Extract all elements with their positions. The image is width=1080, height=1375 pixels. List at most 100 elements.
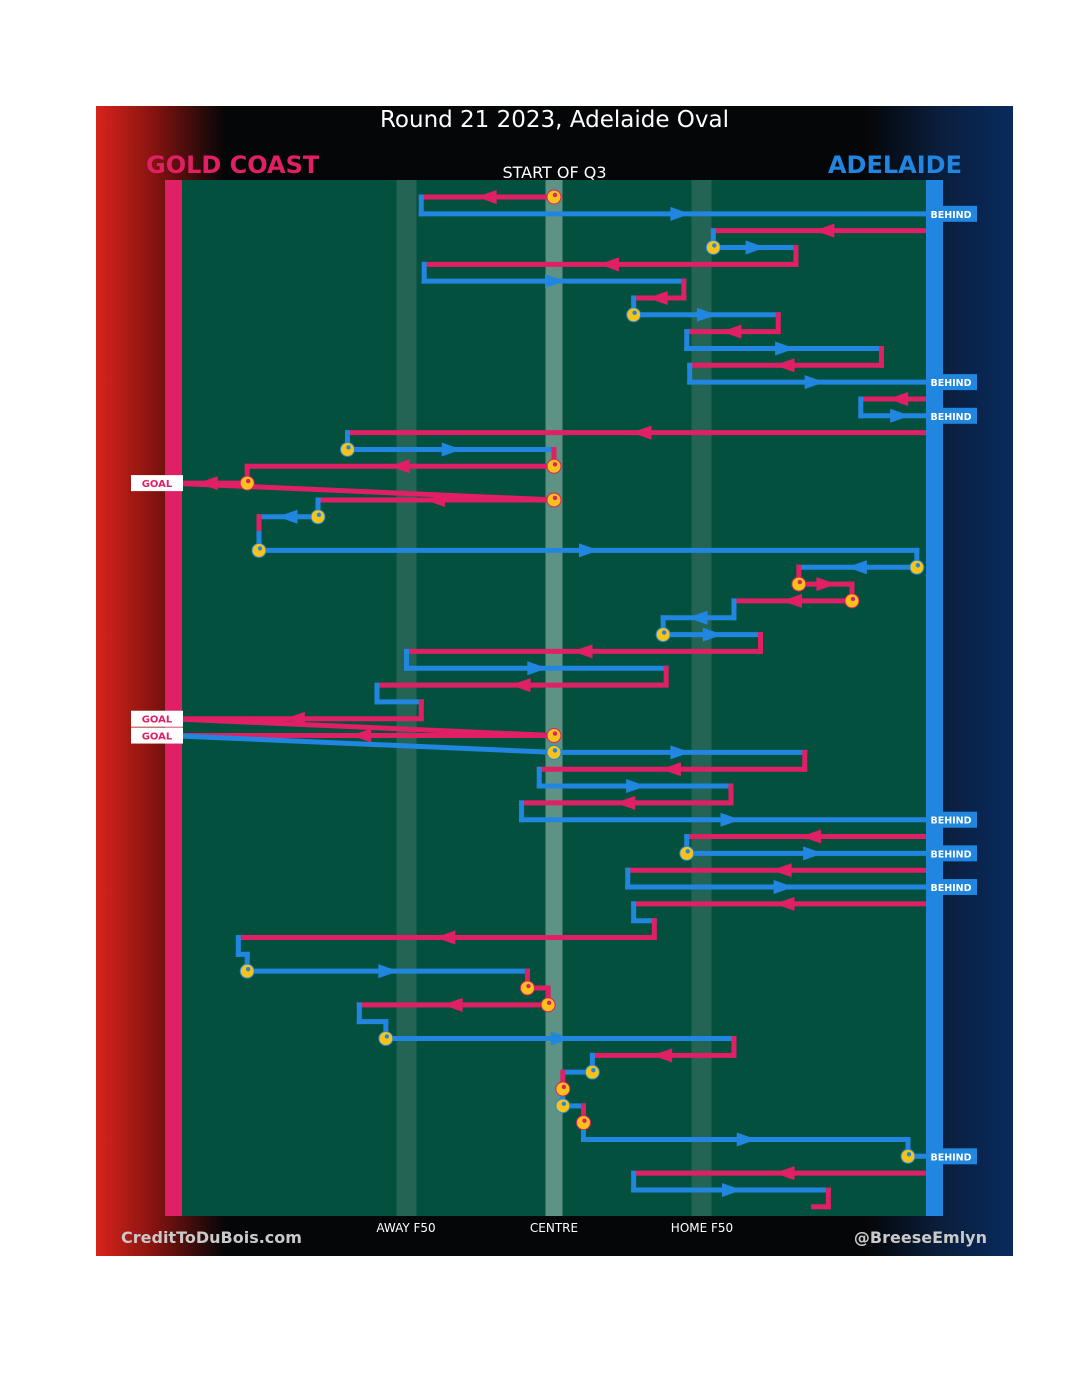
stoppage-marker xyxy=(900,1148,916,1164)
stoppage-marker xyxy=(844,593,860,609)
stoppage-marker xyxy=(239,963,255,979)
direction-arrow xyxy=(652,1048,673,1063)
direction-arrow xyxy=(670,206,691,221)
adelaide-goal-line xyxy=(926,180,943,1216)
direction-arrow xyxy=(722,1182,742,1197)
stoppage-marker xyxy=(909,559,925,575)
stoppage-marker-dot xyxy=(526,983,531,989)
direction-arrow xyxy=(661,762,681,777)
direction-arrow xyxy=(771,863,792,878)
direction-arrow xyxy=(578,543,599,558)
behind-label-box xyxy=(926,879,977,896)
direction-arrow xyxy=(378,964,399,979)
ball-movement-chart: BEHIND BEHIND BEHIND GOAL GOAL GOAL BEHIND BEHI… xyxy=(131,180,977,1216)
goal-label: GOAL xyxy=(142,732,173,743)
stoppage-marker xyxy=(546,728,562,744)
stoppage-marker-dot xyxy=(552,731,558,736)
stoppage-marker-dot xyxy=(346,445,351,450)
direction-arrow xyxy=(277,509,298,524)
direction-arrow xyxy=(442,997,463,1012)
stoppage-marker-dot xyxy=(915,563,921,568)
poster: BEHIND BEHIND BEHIND GOAL GOAL GOAL BEHIND BEHI… xyxy=(96,106,1013,1256)
direction-arrow xyxy=(572,644,593,659)
direction-arrow xyxy=(720,812,741,827)
behind-label-box xyxy=(926,845,977,862)
stoppage-marker-dot xyxy=(552,192,558,198)
direction-arrow xyxy=(615,795,636,810)
direction-arrow xyxy=(626,779,647,794)
stoppage-marker xyxy=(705,239,721,255)
direction-arrow xyxy=(781,593,802,608)
direction-arrow xyxy=(351,728,372,743)
direction-arrow xyxy=(687,610,708,625)
stoppage-marker-dot xyxy=(552,462,558,467)
stoppage-marker-dot xyxy=(384,1034,390,1039)
direction-arrow xyxy=(435,930,456,945)
stoppage-marker xyxy=(555,1098,571,1114)
direction-arrow xyxy=(745,240,766,255)
direction-arrow xyxy=(599,257,620,272)
direction-arrow xyxy=(773,880,794,895)
stoppage-marker-dot xyxy=(561,1084,567,1090)
direction-arrow xyxy=(550,1031,571,1046)
direction-arrow xyxy=(775,341,796,356)
stoppage-marker xyxy=(378,1031,394,1046)
stoppage-marker-dot xyxy=(661,630,667,635)
behind-label-box xyxy=(926,407,977,424)
behind-label: BEHIND xyxy=(930,816,971,827)
stoppage-marker xyxy=(546,744,562,760)
stoppage-marker xyxy=(584,1064,600,1080)
adelaide-team-name: ADELAIDE xyxy=(827,151,962,179)
behind-label-box xyxy=(926,1148,977,1165)
behind-label-box xyxy=(926,811,977,828)
path-segment xyxy=(167,480,557,503)
goal-label: GOAL xyxy=(142,479,173,490)
stoppage-marker-dot xyxy=(552,748,558,753)
stoppage-marker-dot xyxy=(850,596,856,602)
direction-arrow xyxy=(774,358,795,373)
path-segment xyxy=(167,716,557,739)
goal-label-box xyxy=(131,727,183,744)
stoppage-marker-dot xyxy=(546,1000,552,1006)
direction-arrow xyxy=(846,560,867,575)
stoppage-marker xyxy=(251,542,267,558)
stoppage-marker-dot xyxy=(906,1152,912,1157)
behind-label: BEHIND xyxy=(930,1152,971,1163)
direction-arrow xyxy=(425,492,445,507)
stoppage-marker-dot xyxy=(552,495,558,501)
direction-arrow xyxy=(696,307,717,322)
direction-arrow xyxy=(801,829,822,844)
stoppage-marker xyxy=(555,1081,571,1097)
goal-label: GOAL xyxy=(142,715,173,726)
path-segment xyxy=(167,732,557,755)
stoppage-marker xyxy=(546,458,562,474)
direction-arrow xyxy=(721,324,742,339)
behind-label: BEHIND xyxy=(930,849,971,860)
footer-handle: @BreeseEmlyn xyxy=(853,1228,987,1247)
grid-band-centre xyxy=(545,180,563,1216)
stoppage-marker-dot xyxy=(582,1118,587,1123)
stoppage-marker xyxy=(626,307,642,323)
behind-label: BEHIND xyxy=(930,210,971,221)
stoppage-marker-dot xyxy=(797,579,803,585)
direction-arrow xyxy=(888,391,909,406)
direction-arrow xyxy=(647,290,668,305)
stoppage-marker xyxy=(679,845,695,861)
goal-label-box xyxy=(131,475,183,492)
stoppage-marker xyxy=(340,441,355,457)
tick-label-away-f50: AWAY F50 xyxy=(376,1221,436,1235)
direction-arrow xyxy=(545,274,565,289)
direction-arrow xyxy=(510,678,531,693)
direction-arrow xyxy=(736,1132,757,1147)
direction-arrow xyxy=(441,442,462,457)
direction-arrow xyxy=(631,425,652,440)
direction-arrow xyxy=(803,846,824,861)
stoppage-marker-dot xyxy=(712,243,717,248)
stoppage-marker xyxy=(519,980,535,996)
tick-label-home-f50: HOME F50 xyxy=(670,1221,734,1235)
direction-arrow xyxy=(816,577,837,592)
direction-arrow xyxy=(890,408,911,423)
stoppage-marker xyxy=(546,492,562,508)
gold-coast-goal-line xyxy=(165,180,182,1216)
gold-coast-team-name: GOLD COAST xyxy=(146,151,320,179)
